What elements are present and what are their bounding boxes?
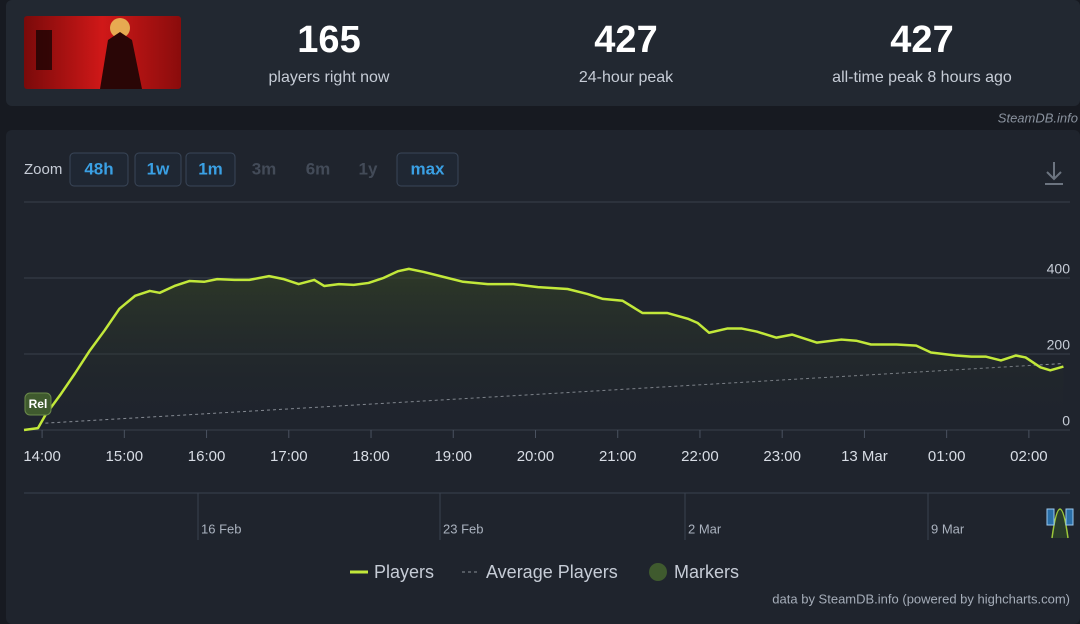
- credits: data by SteamDB.info (powered by highcha…: [772, 591, 1070, 606]
- x-tick-label: 18:00: [352, 448, 390, 465]
- x-tick-label: 15:00: [106, 448, 144, 465]
- players-area: [24, 268, 1064, 430]
- x-tick-label: 13 Mar: [841, 448, 888, 465]
- download-icon[interactable]: [1045, 162, 1063, 185]
- zoom-button-label[interactable]: 48h: [84, 159, 113, 178]
- y-tick-label: 0: [1062, 413, 1070, 429]
- stat-value: 427: [594, 19, 657, 61]
- x-tick-label: 23:00: [763, 448, 801, 465]
- zoom-label: Zoom: [24, 161, 62, 178]
- zoom-button-label[interactable]: 1m: [198, 159, 223, 178]
- x-tick-label: 16:00: [188, 448, 226, 465]
- x-tick-label: 17:00: [270, 448, 308, 465]
- navigator-handle[interactable]: [1046, 508, 1074, 539]
- zoom-button-label[interactable]: max: [410, 159, 445, 178]
- navigator-label: 23 Feb: [443, 521, 483, 536]
- x-tick-label: 02:00: [1010, 448, 1048, 465]
- y-tick-label: 200: [1047, 337, 1071, 353]
- navigator-label: 9 Mar: [931, 521, 965, 536]
- marker-flag[interactable]: [24, 392, 52, 416]
- legend-label[interactable]: Average Players: [486, 562, 618, 582]
- x-tick-label: 22:00: [681, 448, 719, 465]
- zoom-button[interactable]: [69, 152, 129, 187]
- header-panel: [6, 0, 1080, 106]
- players-line: [23, 267, 1064, 432]
- x-tick-label: 14:00: [23, 448, 61, 465]
- zoom-button[interactable]: [185, 152, 236, 187]
- zoom-button-label: 3m: [252, 159, 277, 178]
- marker-label: Rel: [29, 397, 48, 411]
- credit: SteamDB.info: [998, 110, 1078, 125]
- legend-label[interactable]: Markers: [674, 562, 739, 582]
- legend-symbol: [649, 563, 667, 581]
- stat-label: players right now: [269, 69, 390, 86]
- legend-label[interactable]: Players: [374, 562, 434, 582]
- navigator-label: 16 Feb: [201, 521, 241, 536]
- stat-value: 427: [890, 19, 953, 61]
- x-tick-label: 01:00: [928, 448, 966, 465]
- stat-value: 165: [297, 19, 360, 61]
- x-tick-label: 19:00: [434, 448, 472, 465]
- zoom-button[interactable]: [396, 152, 459, 187]
- zoom-button-label: 6m: [306, 159, 331, 178]
- x-tick-label: 20:00: [517, 448, 555, 465]
- navigator-label: 2 Mar: [688, 521, 722, 536]
- x-tick-label: 21:00: [599, 448, 637, 465]
- chart: 0 200 400 14:00 15:00 16:00 17:00 18:00 19:00 20:…: [23, 261, 1070, 465]
- stat-label: 24-hour peak: [579, 69, 674, 86]
- zoom-button[interactable]: [134, 152, 182, 187]
- y-tick-label: 400: [1047, 261, 1071, 277]
- stat-label: all-time peak 8 hours ago: [832, 69, 1012, 86]
- zoom-button-label[interactable]: 1w: [147, 159, 170, 178]
- game-thumbnail[interactable]: [24, 16, 181, 89]
- zoom-button-label: 1y: [359, 159, 378, 178]
